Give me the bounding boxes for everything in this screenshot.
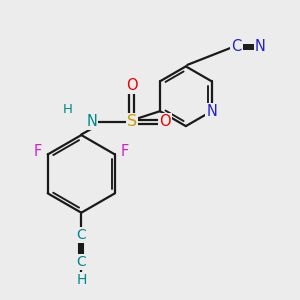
Text: C: C	[76, 228, 86, 242]
Text: S: S	[127, 114, 137, 129]
Text: O: O	[126, 78, 138, 93]
Text: C: C	[232, 40, 242, 55]
Text: N: N	[86, 114, 97, 129]
Text: H: H	[63, 103, 73, 116]
Text: H: H	[76, 273, 86, 287]
Text: N: N	[255, 40, 266, 55]
Text: O: O	[159, 114, 171, 129]
Text: F: F	[34, 144, 42, 159]
Text: N: N	[206, 104, 217, 119]
Text: C: C	[76, 255, 86, 269]
Text: F: F	[120, 144, 129, 159]
